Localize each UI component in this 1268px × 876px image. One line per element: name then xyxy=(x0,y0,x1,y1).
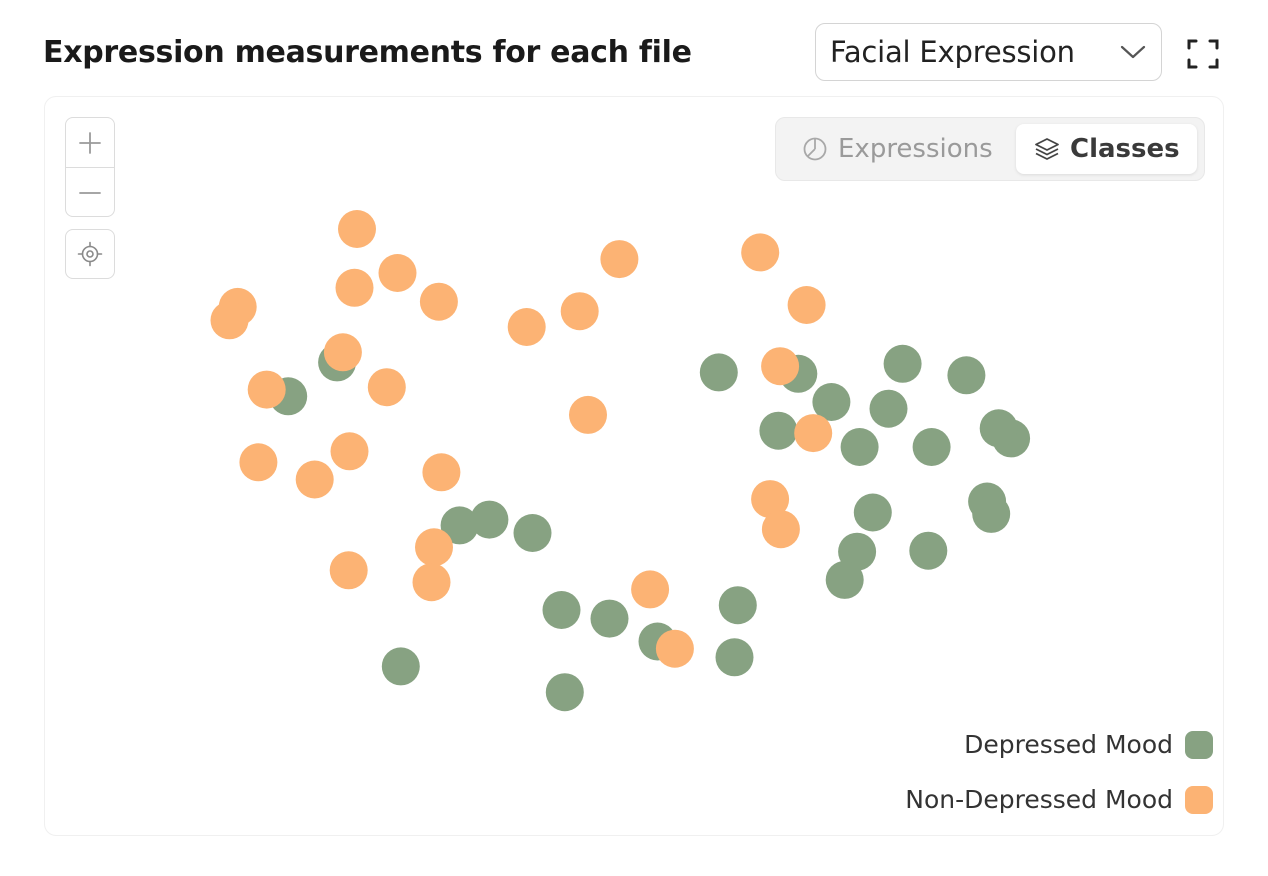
toggle-classes[interactable]: Classes xyxy=(1016,124,1197,174)
toggle-classes-label: Classes xyxy=(1070,134,1180,164)
zoom-controls xyxy=(65,117,115,217)
page-title: Expression measurements for each file xyxy=(43,35,692,70)
pie-chart-icon xyxy=(803,137,827,161)
plus-icon xyxy=(79,132,101,154)
toggle-expressions[interactable]: Expressions xyxy=(784,124,1016,174)
legend-label-depressed: Depressed Mood xyxy=(964,730,1173,759)
fullscreen-button[interactable] xyxy=(1185,37,1221,71)
zoom-in-button[interactable] xyxy=(66,118,114,168)
legend-swatch-non-depressed xyxy=(1185,785,1213,814)
legend-item-non-depressed: Non-Depressed Mood xyxy=(905,785,1213,814)
legend-swatch-depressed xyxy=(1185,730,1213,759)
zoom-divider xyxy=(66,167,114,168)
fullscreen-icon xyxy=(1187,39,1219,69)
layers-icon xyxy=(1035,138,1059,160)
expression-type-dropdown[interactable]: Facial Expression xyxy=(815,23,1162,81)
view-toggle: Expressions Classes xyxy=(775,117,1205,181)
target-icon xyxy=(77,241,103,267)
legend-item-depressed: Depressed Mood xyxy=(964,730,1213,759)
toggle-expressions-label: Expressions xyxy=(838,134,993,164)
zoom-out-button[interactable] xyxy=(66,168,114,218)
chart-panel xyxy=(44,96,1224,836)
chevron-down-icon xyxy=(1119,38,1147,66)
legend-label-non-depressed: Non-Depressed Mood xyxy=(905,785,1173,814)
minus-icon xyxy=(79,192,101,194)
recenter-button[interactable] xyxy=(65,229,115,279)
dropdown-selected-value: Facial Expression xyxy=(830,35,1075,69)
